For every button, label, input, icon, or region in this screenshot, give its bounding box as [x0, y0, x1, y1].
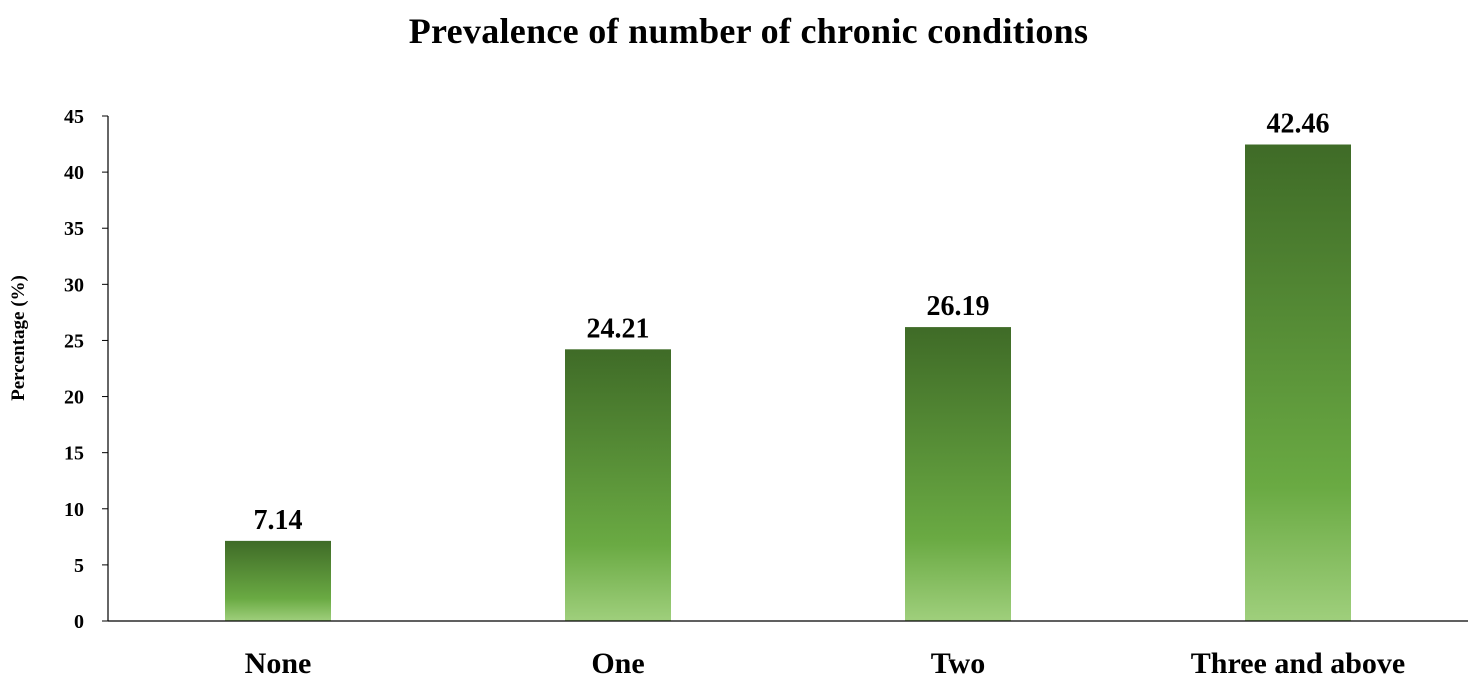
y-tick-label: 10 [64, 499, 84, 521]
y-tick-label: 30 [64, 274, 84, 296]
data-label: 7.14 [254, 505, 303, 536]
data-label: 24.21 [587, 313, 650, 344]
x-tick-label: Three and above [1191, 647, 1405, 680]
x-axis-labels: None One Two Three and above [245, 647, 1406, 680]
chart-title: Prevalence of number of chronic conditio… [408, 11, 1089, 51]
y-axis-ticks: 0 5 10 15 20 25 30 35 40 45 [64, 106, 108, 633]
y-tick-label: 5 [74, 555, 84, 577]
bar-one [565, 349, 671, 621]
bar-none [225, 540, 331, 621]
bar-three-and-above [1245, 144, 1351, 621]
bar-two [905, 327, 1011, 621]
y-tick-label: 15 [64, 443, 84, 465]
y-axis-title: Percentage (%) [8, 275, 29, 401]
y-tick-label: 45 [64, 106, 84, 128]
y-tick-label: 20 [64, 387, 84, 409]
x-tick-label: None [245, 647, 312, 680]
data-label: 26.19 [927, 291, 990, 322]
data-labels-group: 7.14 24.21 26.19 42.46 [254, 109, 1330, 536]
y-tick-label: 0 [74, 611, 84, 633]
y-tick-label: 25 [64, 330, 84, 352]
y-tick-label: 35 [64, 218, 84, 240]
x-tick-label: Two [931, 647, 985, 680]
y-tick-label: 40 [64, 162, 84, 184]
bars-group [225, 144, 1351, 621]
x-tick-label: One [591, 647, 644, 680]
data-label: 42.46 [1267, 109, 1330, 140]
